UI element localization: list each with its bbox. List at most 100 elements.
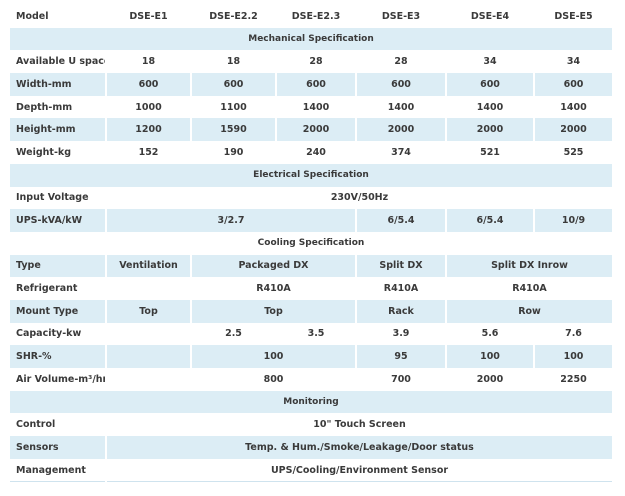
cell: 10/9 bbox=[533, 209, 614, 232]
cell: 18 bbox=[190, 50, 277, 74]
cell: 240 bbox=[275, 141, 357, 164]
row-label: Sensors bbox=[8, 436, 107, 459]
cell: 1590 bbox=[190, 118, 277, 142]
cell: 100 bbox=[190, 345, 357, 368]
table-row: Input Voltage 230V/50Hz bbox=[8, 186, 614, 210]
table-row: Cooling Specification bbox=[8, 231, 614, 255]
table-row: Mechanical Specification bbox=[8, 27, 614, 51]
table-row: Mount Type Top Top Rack Row bbox=[8, 299, 614, 323]
table-row: SHR-% 100 95 100 100 bbox=[8, 345, 614, 368]
cell: Temp. & Hum./Smoke/Leakage/Door status bbox=[105, 436, 614, 459]
table-row: Monitoring bbox=[8, 390, 614, 414]
cell: 800 bbox=[190, 368, 357, 391]
cell: Packaged DX bbox=[190, 254, 357, 278]
row-label: Height-mm bbox=[8, 118, 107, 142]
cell: Rack bbox=[355, 299, 447, 323]
cell: 3.9 bbox=[355, 322, 447, 346]
row-label: Input Voltage bbox=[8, 186, 107, 210]
cell: 18 bbox=[105, 50, 192, 74]
cell: 7.6 bbox=[533, 322, 614, 346]
cell: 100 bbox=[533, 345, 614, 368]
table-row: Management UPS/Cooling/Environment Sensor bbox=[8, 458, 614, 483]
cell: 1400 bbox=[355, 95, 447, 119]
cell: 600 bbox=[275, 73, 357, 96]
section-title: Monitoring bbox=[8, 390, 614, 414]
cell: 521 bbox=[445, 141, 535, 164]
row-label: Weight-kg bbox=[8, 141, 107, 164]
cell: 10" Touch Screen bbox=[105, 413, 614, 437]
cell bbox=[105, 345, 192, 368]
cell: DSE-E2.2 bbox=[190, 5, 277, 28]
table-row: Air Volume-m³/hr 800 700 2000 2250 bbox=[8, 368, 614, 391]
cell: 2000 bbox=[445, 368, 535, 391]
cell: 1400 bbox=[533, 95, 614, 119]
cell: 5.6 bbox=[445, 322, 535, 346]
cell: 1400 bbox=[275, 95, 357, 119]
row-label: Width-mm bbox=[8, 73, 107, 96]
table-row: UPS-kVA/kW 3/2.7 6/5.4 6/5.4 10/9 bbox=[8, 209, 614, 232]
cell: 2.5 bbox=[190, 322, 277, 346]
section-title: Cooling Specification bbox=[8, 231, 614, 255]
cell: 600 bbox=[190, 73, 277, 96]
cell: 2000 bbox=[533, 118, 614, 142]
row-label: Type bbox=[8, 254, 107, 278]
table-row: Refrigerant R410A R410A R410A bbox=[8, 277, 614, 300]
cell: DSE-E4 bbox=[445, 5, 535, 28]
cell: R410A bbox=[445, 277, 614, 300]
cell: 190 bbox=[190, 141, 277, 164]
cell: Row bbox=[445, 299, 614, 323]
cell: Top bbox=[190, 299, 357, 323]
cell: 1200 bbox=[105, 118, 192, 142]
cell: 2250 bbox=[533, 368, 614, 391]
cell: 2000 bbox=[275, 118, 357, 142]
table-row: Height-mm 1200 1590 2000 2000 2000 2000 bbox=[8, 118, 614, 142]
cell: 2000 bbox=[445, 118, 535, 142]
spec-table: Model DSE-E1 DSE-E2.2 DSE-E2.3 DSE-E3 DSE-E4 D… bbox=[8, 5, 614, 483]
cell: 600 bbox=[533, 73, 614, 96]
cell: DSE-E5 bbox=[533, 5, 614, 28]
cell: 374 bbox=[355, 141, 447, 164]
table-row: Width-mm 600 600 600 600 600 600 bbox=[8, 73, 614, 96]
cell bbox=[105, 322, 192, 346]
spec-table-wrap: Model DSE-E1 DSE-E2.2 DSE-E2.3 DSE-E3 DSE-E4 D… bbox=[8, 5, 614, 483]
table-row: Capacity-kw 2.5 3.5 3.9 5.6 7.6 bbox=[8, 322, 614, 346]
cell: 28 bbox=[355, 50, 447, 74]
cell: 700 bbox=[355, 368, 447, 391]
cell: 1100 bbox=[190, 95, 277, 119]
row-label: Refrigerant bbox=[8, 277, 107, 300]
cell: DSE-E1 bbox=[105, 5, 192, 28]
section-title: Mechanical Specification bbox=[8, 27, 614, 51]
cell: 3.5 bbox=[275, 322, 357, 346]
cell: Split DX Inrow bbox=[445, 254, 614, 278]
table-row: Model DSE-E1 DSE-E2.2 DSE-E2.3 DSE-E3 DSE-E4 D… bbox=[8, 5, 614, 28]
cell: 95 bbox=[355, 345, 447, 368]
cell: R410A bbox=[190, 277, 357, 300]
cell: 2000 bbox=[355, 118, 447, 142]
row-label: Mount Type bbox=[8, 299, 107, 323]
row-label: Depth-mm bbox=[8, 95, 107, 119]
table-row: Weight-kg 152 190 240 374 521 525 bbox=[8, 141, 614, 164]
table-row: Control 10" Touch Screen bbox=[8, 413, 614, 437]
cell: UPS/Cooling/Environment Sensor bbox=[105, 458, 614, 483]
row-label: Air Volume-m³/hr bbox=[8, 368, 107, 391]
cell: 230V/50Hz bbox=[105, 186, 614, 210]
row-label: SHR-% bbox=[8, 345, 107, 368]
cell: 600 bbox=[105, 73, 192, 96]
cell: 600 bbox=[445, 73, 535, 96]
row-label: Available U space bbox=[8, 50, 107, 74]
row-label: Control bbox=[8, 413, 107, 437]
section-title: Electrical Specification bbox=[8, 163, 614, 187]
table-row: Electrical Specification bbox=[8, 163, 614, 187]
cell bbox=[105, 368, 192, 391]
cell: 600 bbox=[355, 73, 447, 96]
cell: 6/5.4 bbox=[355, 209, 447, 232]
cell: 6/5.4 bbox=[445, 209, 535, 232]
cell: 3/2.7 bbox=[105, 209, 357, 232]
table-row: Sensors Temp. & Hum./Smoke/Leakage/Door s… bbox=[8, 436, 614, 459]
row-label: Management bbox=[8, 458, 107, 483]
cell bbox=[105, 277, 192, 300]
row-label: Capacity-kw bbox=[8, 322, 107, 346]
cell: 525 bbox=[533, 141, 614, 164]
cell: 34 bbox=[533, 50, 614, 74]
